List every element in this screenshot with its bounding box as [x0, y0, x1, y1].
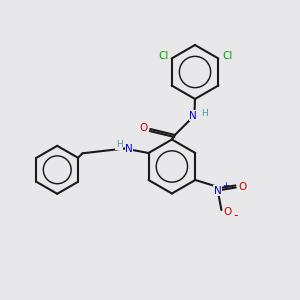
- Text: O: O: [140, 122, 148, 133]
- Text: Cl: Cl: [222, 50, 233, 61]
- Text: +: +: [222, 181, 229, 190]
- Text: H: H: [116, 140, 122, 149]
- Text: H: H: [201, 109, 207, 118]
- Text: N: N: [189, 110, 197, 121]
- Text: -: -: [233, 209, 237, 222]
- Text: N: N: [214, 185, 222, 196]
- Text: N: N: [125, 144, 133, 154]
- Text: O: O: [238, 182, 247, 192]
- Text: Cl: Cl: [158, 50, 168, 61]
- Text: O: O: [223, 207, 232, 218]
